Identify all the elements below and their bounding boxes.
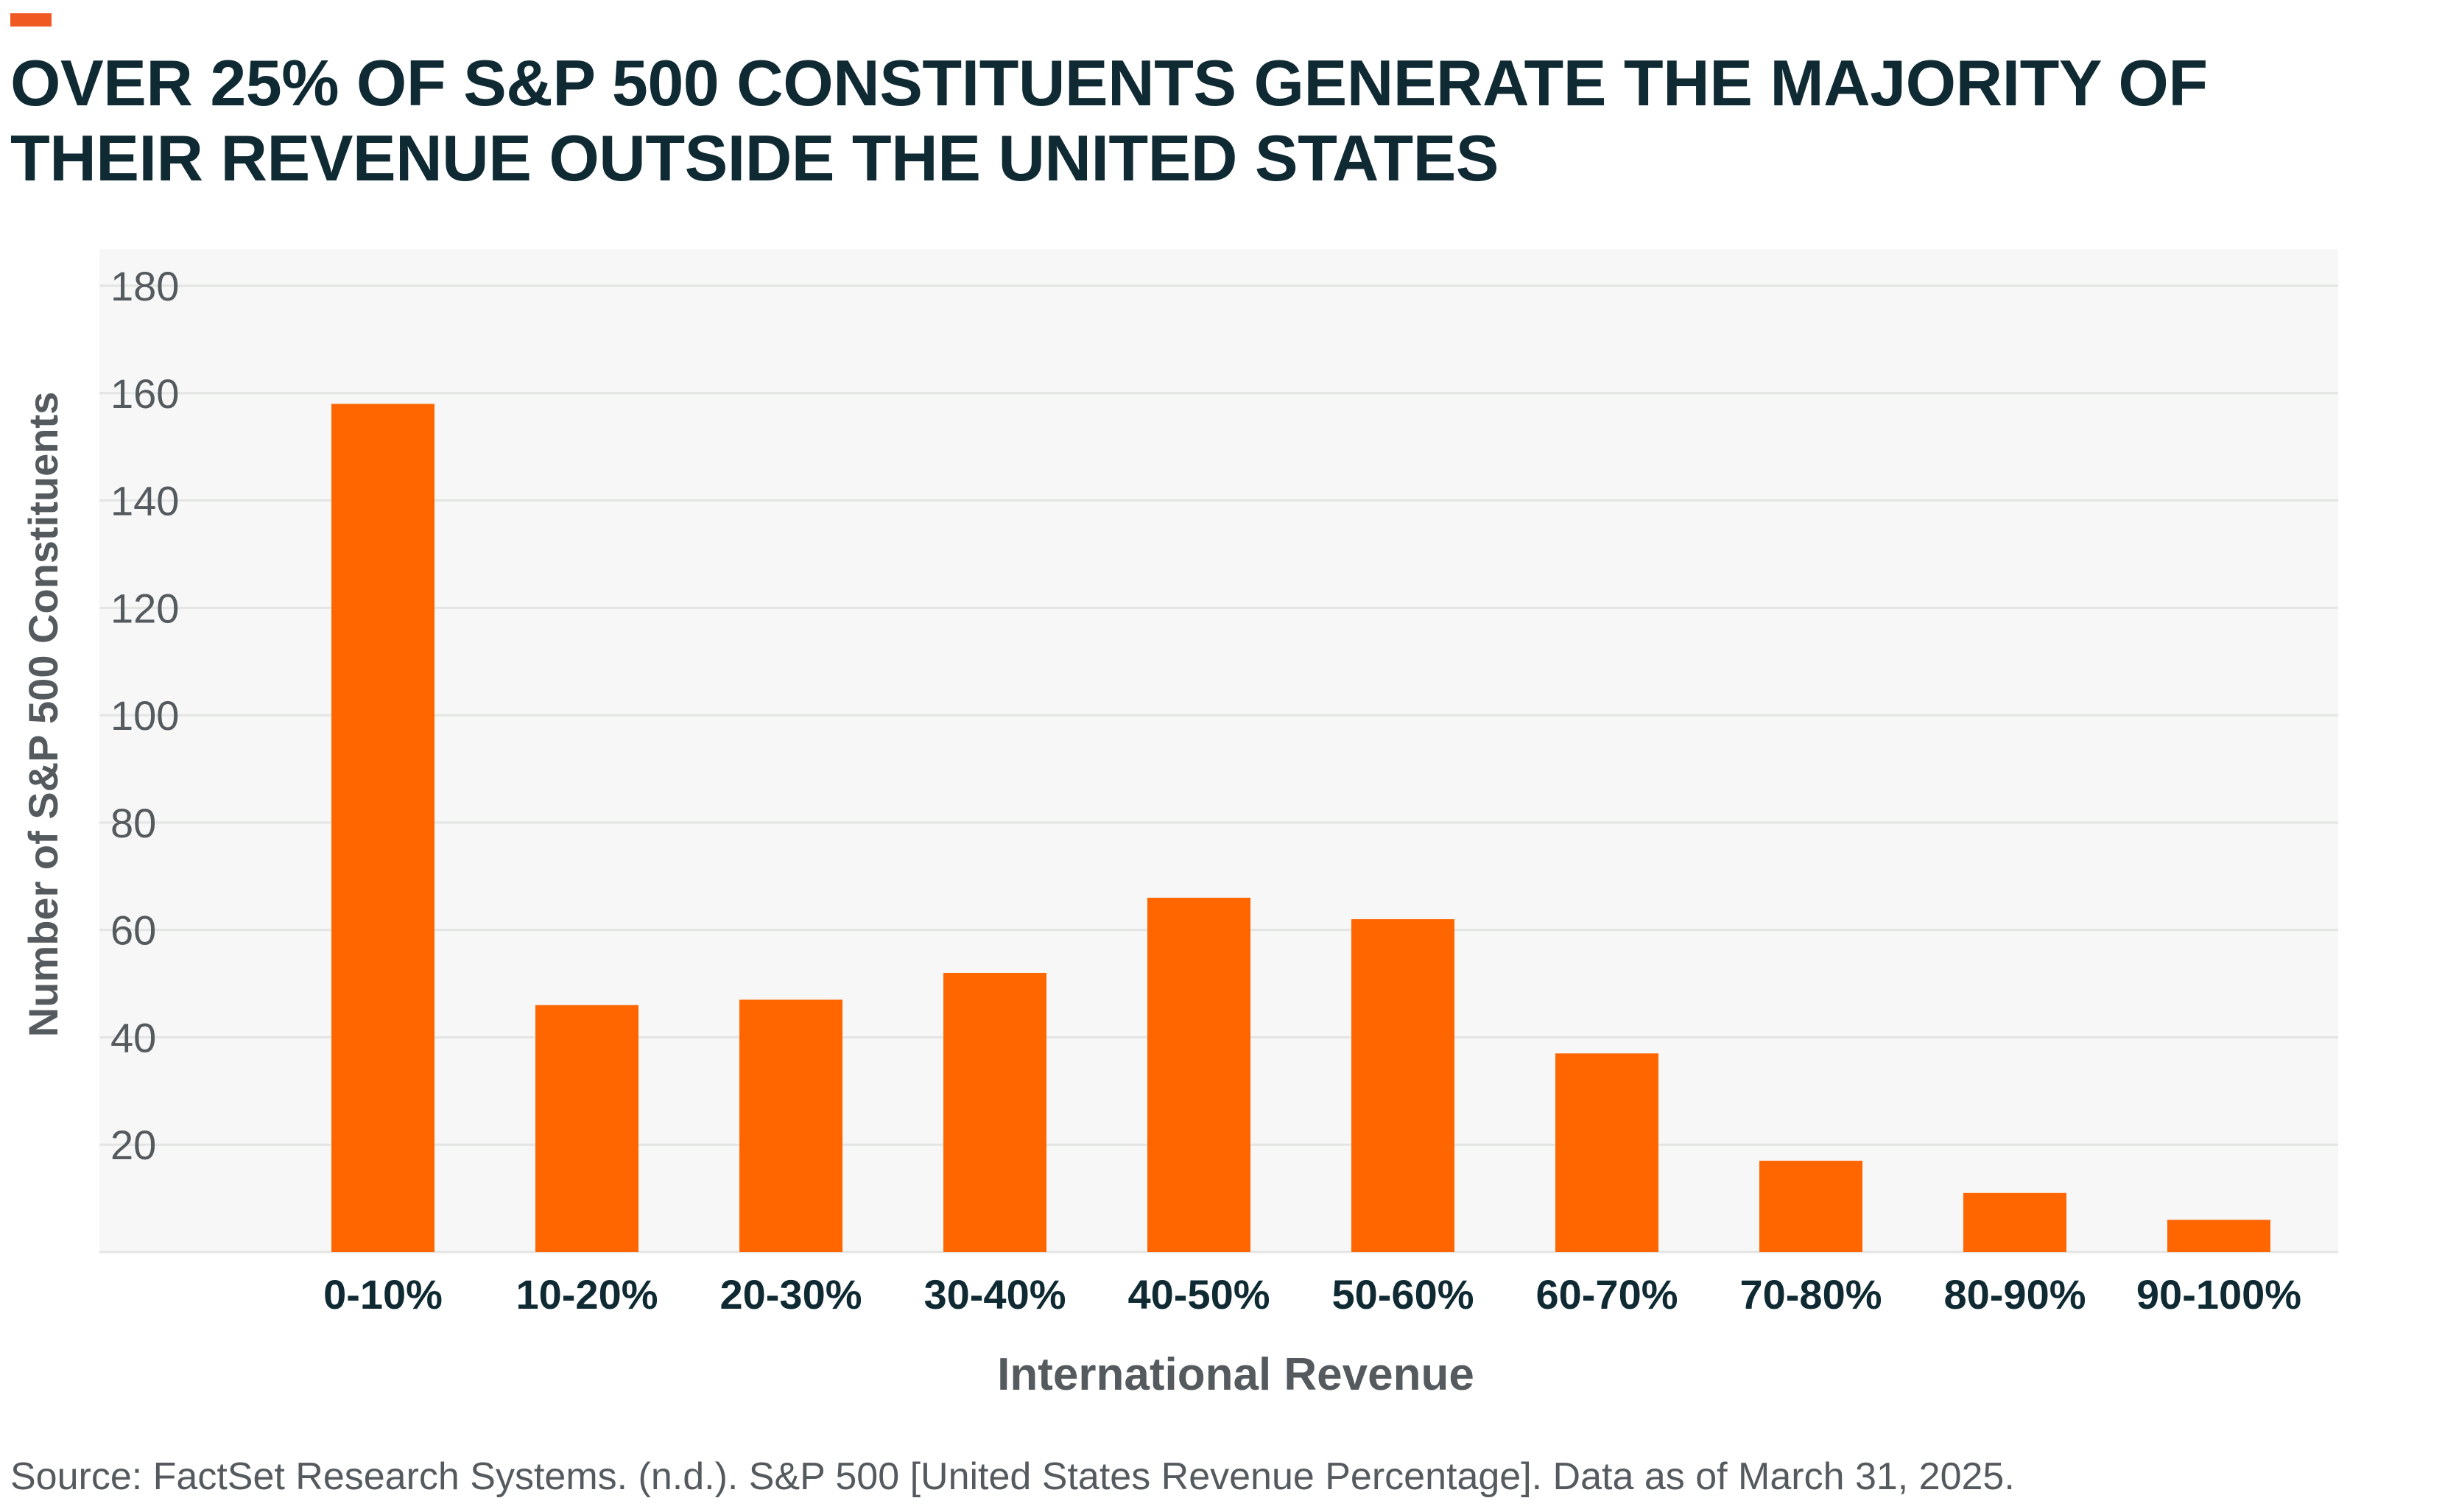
- x-tick-label: 60-70%: [1535, 1271, 1678, 1318]
- y-tick-label: 120: [110, 585, 179, 631]
- y-tick-label: 140: [110, 478, 179, 524]
- bar-20-30%: [739, 999, 842, 1252]
- y-tick-label: 20: [110, 1122, 156, 1168]
- source-note: Source: FactSet Research Systems. (n.d.)…: [10, 1455, 2015, 1498]
- bar-50-60%: [1351, 919, 1454, 1252]
- x-tick-label: 20-30%: [719, 1271, 862, 1318]
- x-tick-label: 50-60%: [1331, 1271, 1474, 1318]
- bars: [331, 404, 2270, 1253]
- x-tick-label: 40-50%: [1127, 1271, 1270, 1318]
- accent-bar: [10, 13, 52, 27]
- y-axis-ticks: 20 40 60 80 100 120 140 160 180: [110, 263, 179, 1168]
- x-tick-label: 10-20%: [516, 1271, 658, 1318]
- y-tick-label: 100: [110, 692, 179, 739]
- y-tick-label: 40: [110, 1014, 156, 1061]
- y-tick-label: 180: [110, 263, 179, 309]
- bar-90-100%: [2167, 1220, 2270, 1252]
- bar-0-10%: [331, 404, 434, 1253]
- x-tick-label: 0-10%: [323, 1271, 443, 1318]
- bar-70-80%: [1759, 1161, 1862, 1252]
- x-tick-label: 70-80%: [1739, 1271, 1882, 1318]
- bar-10-20%: [535, 1005, 638, 1252]
- bar-30-40%: [943, 972, 1046, 1252]
- x-tick-label: 90-100%: [2136, 1271, 2301, 1318]
- bar-40-50%: [1147, 897, 1250, 1252]
- bar-80-90%: [1963, 1192, 2066, 1252]
- x-tick-label: 30-40%: [923, 1271, 1066, 1318]
- x-axis-ticks: 0-10% 10-20% 20-30% 30-40% 40-50% 50-60% 60-70…: [323, 1271, 2301, 1318]
- x-tick-label: 80-90%: [1943, 1271, 2086, 1318]
- y-tick-label: 80: [110, 800, 156, 846]
- y-axis-label: Number of S&P 500 Constituents: [20, 392, 66, 1037]
- bar-60-70%: [1555, 1053, 1658, 1252]
- x-axis-label: International Revenue: [997, 1349, 1474, 1400]
- y-tick-label: 60: [110, 907, 156, 954]
- y-tick-label: 160: [110, 370, 179, 417]
- chart-title: OVER 25% OF S&P 500 CONSTITUENTS GENERAT…: [10, 46, 2208, 194]
